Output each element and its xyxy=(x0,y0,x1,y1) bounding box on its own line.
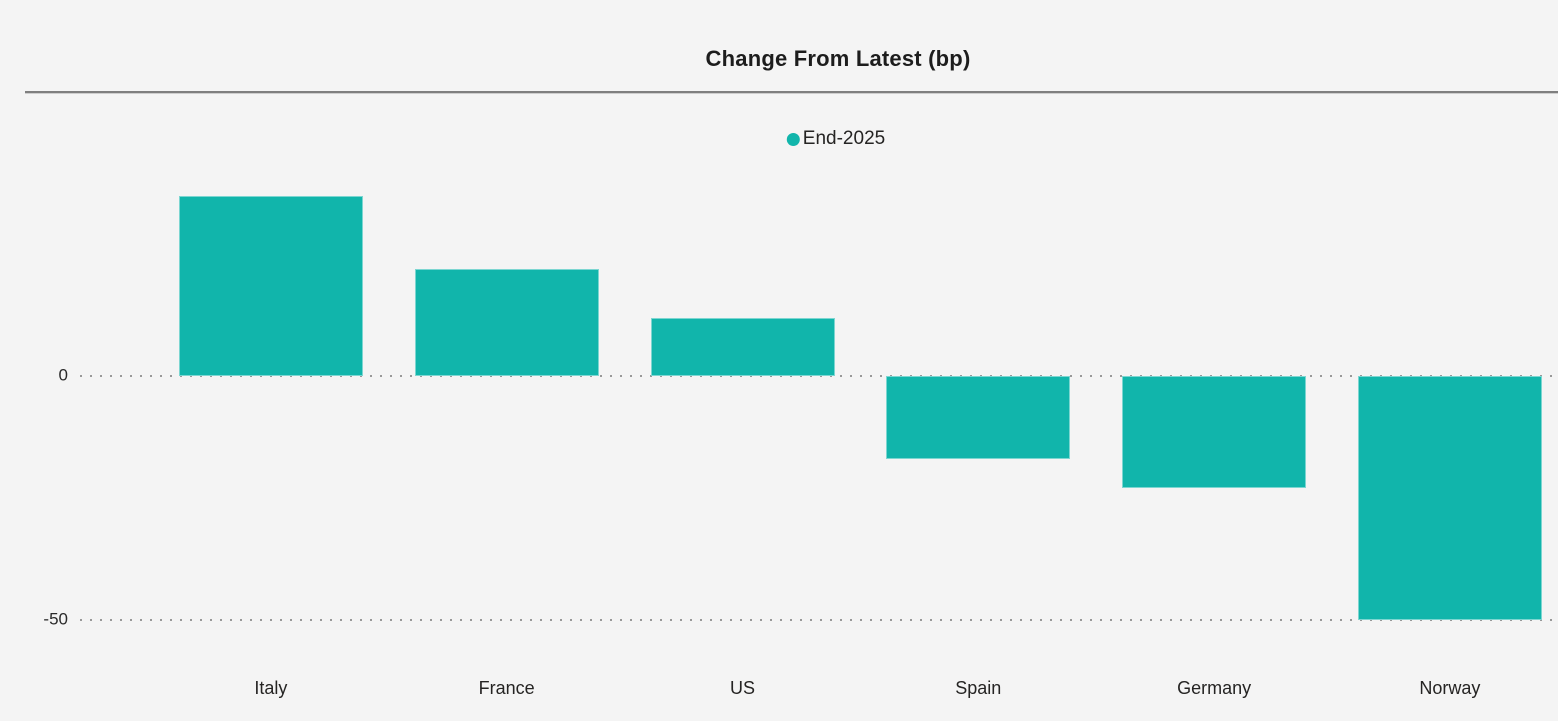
x-axis-label-spain: Spain xyxy=(955,678,1002,698)
y-axis-tick--50: -50 xyxy=(43,608,68,628)
bar-italy[interactable] xyxy=(178,195,363,376)
chart-title: Change From Latest (bp) xyxy=(705,46,971,71)
bar-norway[interactable] xyxy=(1357,376,1542,620)
y-axis-tick-0: 0 xyxy=(58,365,68,385)
bar-spain[interactable] xyxy=(886,376,1071,459)
x-axis-label-germany: Germany xyxy=(1177,678,1252,698)
x-axis-label-us: US xyxy=(729,678,756,698)
title-separator xyxy=(25,91,1558,94)
bar-germany[interactable] xyxy=(1122,376,1307,488)
gridline--50 xyxy=(80,618,1558,621)
bar-us[interactable] xyxy=(650,317,835,376)
legend: End-2025 xyxy=(786,128,886,150)
legend-dot-icon xyxy=(786,132,800,146)
legend-item-end-2025[interactable]: End-2025 xyxy=(786,128,886,150)
legend-label: End-2025 xyxy=(802,128,886,149)
bar-france[interactable] xyxy=(414,268,599,376)
x-axis-label-italy: Italy xyxy=(254,678,288,698)
x-axis-label-norway: Norway xyxy=(1419,678,1481,698)
gridline-0 xyxy=(80,375,1558,377)
x-axis-label-france: France xyxy=(478,678,535,698)
